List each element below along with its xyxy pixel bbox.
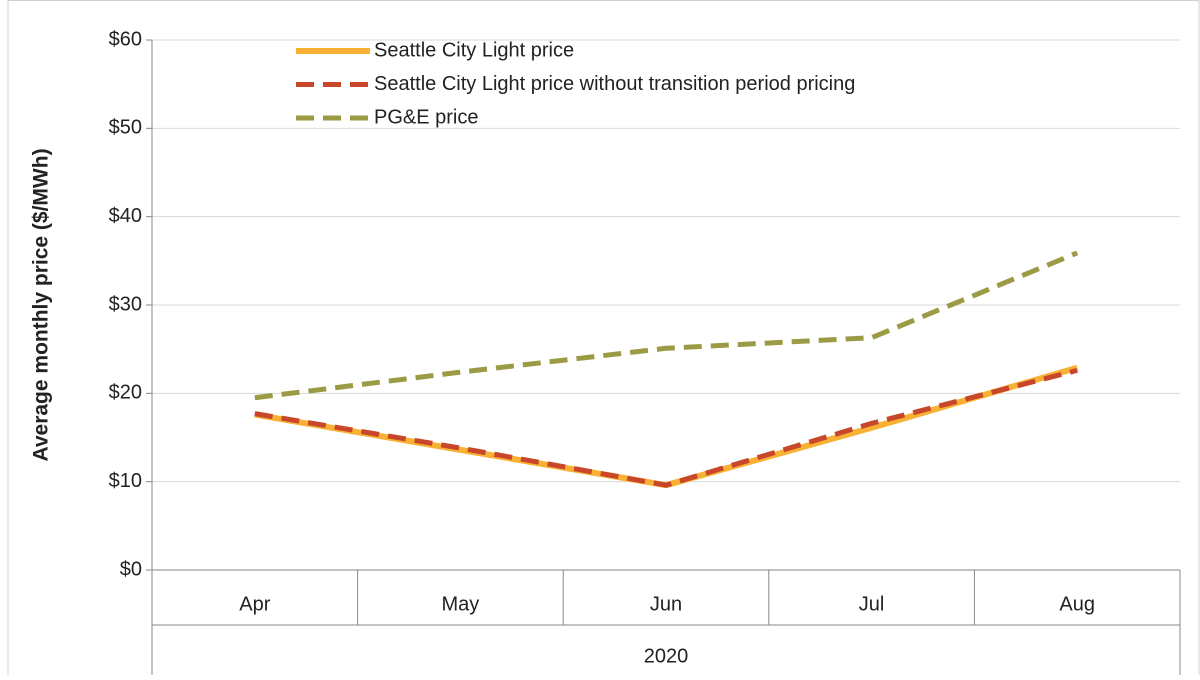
y-tick-label: $0	[120, 558, 142, 580]
chart-frame	[7, 0, 1200, 680]
y-tick-label: $40	[109, 205, 142, 227]
x-tick-label: Aug	[1059, 593, 1095, 615]
x-tick-label: Jul	[859, 593, 885, 615]
legend-label: PG&E price	[374, 106, 478, 128]
legend-label: Seattle City Light price without transit…	[374, 73, 855, 95]
y-tick-label: $20	[109, 382, 142, 404]
y-axis-label: Average monthly price ($/MWh)	[30, 148, 53, 461]
y-tick-label: $30	[109, 293, 142, 315]
y-tick-label: $60	[109, 28, 142, 50]
category-group-label: 2020	[644, 645, 689, 667]
legend-label: Seattle City Light price	[374, 39, 574, 61]
y-tick-label: $10	[109, 470, 142, 492]
x-tick-label: Jun	[650, 593, 682, 615]
x-tick-label: Apr	[239, 593, 270, 615]
y-tick-label: $50	[109, 117, 142, 139]
series-line	[254, 367, 1078, 488]
series-line	[254, 250, 1079, 401]
x-tick-label: May	[442, 593, 480, 615]
